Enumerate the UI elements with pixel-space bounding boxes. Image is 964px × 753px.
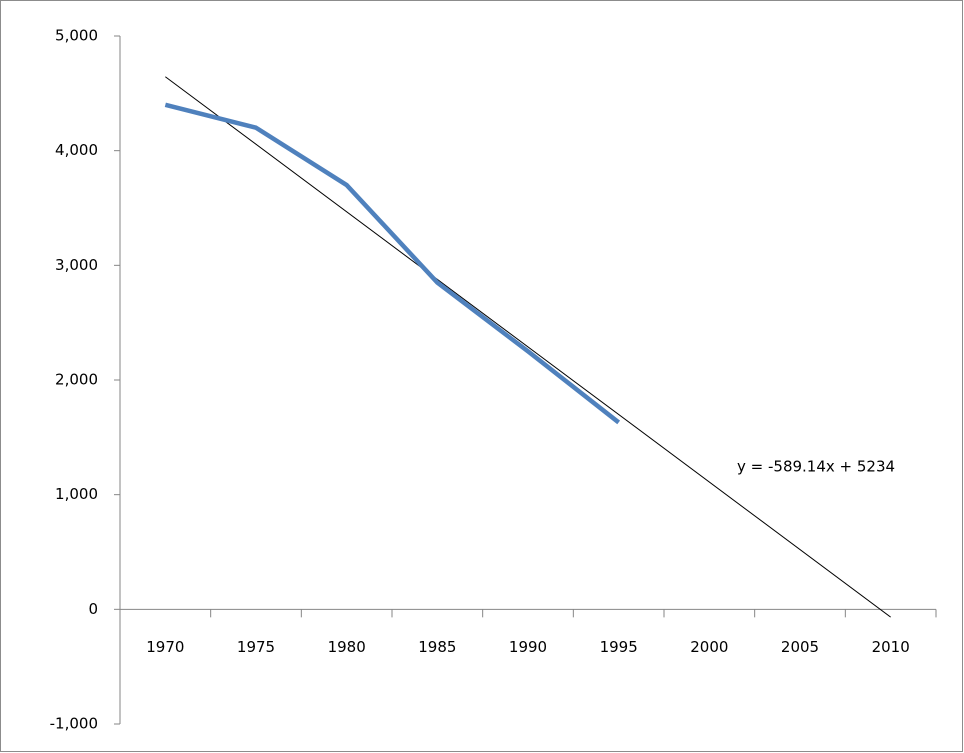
x-tick-label: 1975 — [237, 638, 275, 656]
y-tick-label: 0 — [88, 600, 98, 618]
x-tick-label: 2010 — [872, 638, 910, 656]
x-tick-label: 1970 — [146, 638, 184, 656]
y-tick-label: -1,000 — [50, 715, 98, 733]
y-tick-label: 2,000 — [55, 371, 98, 389]
x-tick-label: 1990 — [509, 638, 547, 656]
line-series — [164, 102, 621, 425]
x-tick-label: 2000 — [690, 638, 728, 656]
x-tick-label: 1980 — [328, 638, 366, 656]
trendline-label: y = -589.14x + 5234 — [737, 458, 895, 476]
y-tick-label: 1,000 — [55, 485, 98, 503]
y-tick-label: 5,000 — [55, 27, 98, 45]
x-tick-label: 1995 — [600, 638, 638, 656]
trendline — [165, 76, 891, 618]
y-tick-label: 3,000 — [55, 256, 98, 274]
y-tick-label: 4,000 — [55, 141, 98, 159]
x-tick-label: 1985 — [418, 638, 456, 656]
x-tick-label: 2005 — [781, 638, 819, 656]
